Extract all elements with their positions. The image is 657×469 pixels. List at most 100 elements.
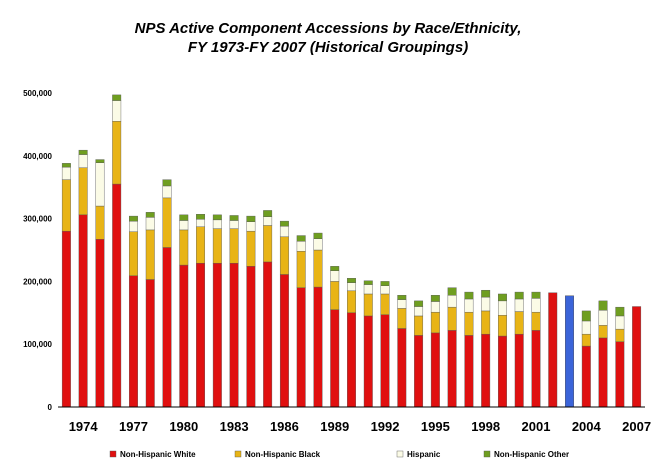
bar-1987-series-4 [296,235,306,242]
bar-1986-series-3 [279,225,289,238]
bar-1975-series-2 [95,205,105,240]
bar-1979-series-3 [162,185,172,199]
y-tick-label: 100,000 [23,340,52,349]
bar-1981-series-1 [196,262,206,408]
bar-1973-series-2 [61,179,71,232]
chart-subtitle: FY 1973-FY 2007 (Historical Groupings) [188,39,468,56]
bar-1977-series-1 [129,275,138,408]
bar-2004-series-2 [581,333,591,347]
bar-1984-series-2 [246,230,256,267]
bars-group [61,94,642,408]
legend-label-4: Non-Hispanic Other [494,450,569,459]
bar-1999-series-4 [497,293,507,302]
bar-1998-series-2 [481,310,491,335]
bar-1974-series-3 [78,154,88,168]
bar-1999-series-2 [497,315,507,337]
bar-1985-series-4 [263,210,273,217]
bar-1987-series-1 [296,287,306,408]
bar-1989-series-2 [330,281,340,310]
x-tick-label: 1974 [69,419,99,434]
bar-2000-series-1 [514,333,524,408]
bar-1978-series-3 [145,217,155,231]
x-tick-label: 2004 [572,419,602,434]
x-tick-label: 1995 [421,419,450,434]
y-tick-label: 300,000 [23,215,52,224]
bar-2006-series-4 [615,306,625,317]
bar-1983-series-2 [229,228,239,264]
bar-2001-series-3 [531,298,541,313]
bar-1995-series-2 [430,311,440,334]
legend-swatch-2 [234,450,242,458]
bar-1992-series-3 [380,285,390,295]
bar-1980-series-1 [179,264,189,408]
bar-2004-series-4 [581,310,591,322]
bar-1973-series-3 [61,166,71,180]
bar-1976-series-1 [112,183,122,408]
bar-1990-series-2 [347,290,356,314]
bar-1974-series-2 [78,167,88,216]
bar-1996-series-1 [447,330,457,408]
x-tick-label: 1992 [371,419,400,434]
bar-1977-series-4 [129,215,138,222]
bar-1981-series-4 [196,214,206,220]
bar-2006-series-1 [615,341,625,408]
bar-1978-series-1 [145,279,155,408]
bar-1981-series-2 [196,226,206,264]
x-axis: 1974 1977 1980 1983 1986 1989 1992 1995 1998 2001… [58,406,651,434]
bar-2004-series-1 [581,345,591,408]
bar-1975-series-1 [95,239,105,408]
y-tick-label: 400,000 [23,152,52,161]
bar-1994-series-4 [414,300,424,307]
bar-1992-series-2 [380,293,390,315]
bar-1994-series-1 [414,335,424,408]
bar-1990-series-1 [347,312,356,408]
bar-1997-series-3 [464,298,474,313]
bar-2006-series-2 [615,328,625,342]
bar-1997-series-1 [464,335,474,408]
bar-1987-series-3 [296,241,306,252]
bar-1988-series-1 [313,286,323,408]
bar-1995-series-1 [430,332,440,408]
bar-1997-series-4 [464,291,474,300]
bar-2001-series-1 [531,330,541,408]
bar-1976-series-4 [112,94,122,101]
bar-1985-series-2 [263,225,273,263]
bar-1998-series-3 [481,296,491,312]
bar-1989-series-3 [330,270,340,282]
bar-1991-series-3 [363,284,373,295]
bar-1985-series-1 [263,261,273,408]
bar-1996-series-4 [447,287,457,296]
bar-1987-series-2 [296,251,306,288]
bar-1995-series-3 [430,301,440,313]
bar-1976-series-3 [112,100,122,122]
x-tick-label: 1980 [169,419,198,434]
bar-1975-series-3 [95,162,105,207]
bar-1990-series-3 [347,282,356,292]
bar-1978-series-2 [145,229,155,280]
bar-1984-series-1 [246,266,256,408]
bar-2005-series-3 [598,310,608,326]
bar-1991-series-2 [363,293,373,317]
y-tick-label: 200,000 [23,277,52,286]
legend-swatch-4 [483,450,491,458]
bar-1986-series-1 [279,274,289,408]
bar-1995-series-4 [430,295,440,302]
bar-1980-series-2 [179,229,189,266]
bar-2005-series-1 [598,337,608,408]
bar-2007 [632,306,642,408]
bar-2001-series-4 [531,291,541,299]
y-axis: 0 100,000 200,000 300,000 400,000 500,000 [23,89,52,412]
bar-1973-series-1 [61,230,71,408]
bar-1988-series-4 [313,232,323,239]
bar-2005-series-4 [598,300,608,311]
x-tick-label: 1989 [320,419,349,434]
bar-1984-series-3 [246,221,256,232]
bar-2005-series-2 [598,325,608,339]
bar-1996-series-2 [447,306,457,331]
bar-1983-series-4 [229,215,239,221]
bar-1994-series-3 [414,306,424,317]
bar-1982-series-2 [212,228,222,264]
bar-1991-series-1 [363,315,373,408]
legend: Non-Hispanic White Non-Hispanic Black Hisp… [109,450,569,459]
